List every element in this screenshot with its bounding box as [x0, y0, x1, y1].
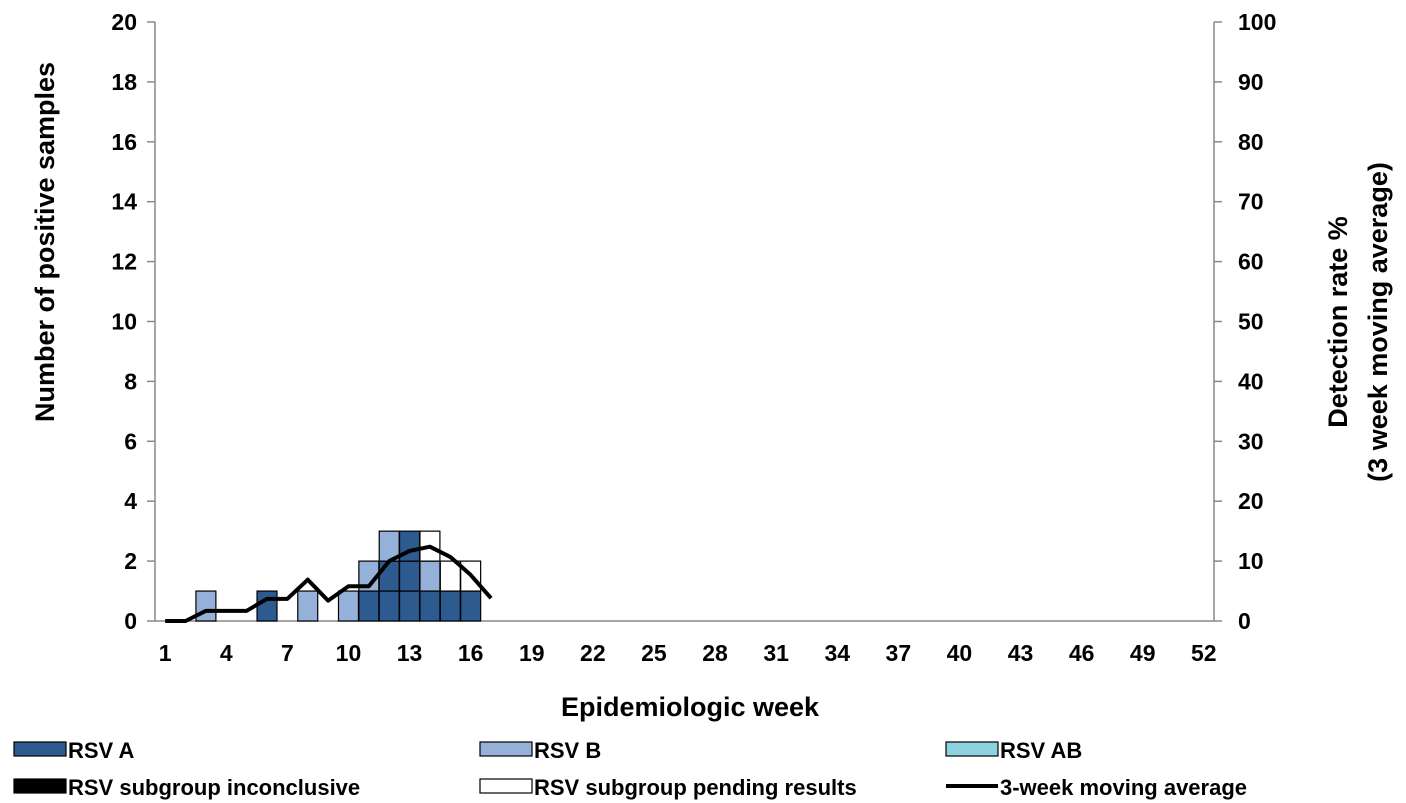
bar-segment [419, 560, 441, 592]
x-tick-label: 37 [886, 640, 912, 666]
x-tick-label: 34 [824, 640, 850, 666]
x-tick-label: 4 [220, 640, 233, 666]
y2-axis-label-line2: (3 week moving average) [1363, 162, 1393, 482]
legend-label: RSV subgroup pending results [534, 775, 857, 800]
bar-segment [297, 590, 319, 622]
bar-segment [358, 590, 380, 622]
y2-tick-label: 30 [1238, 428, 1264, 454]
bar-segment [256, 590, 278, 622]
y2-tick-label: 20 [1238, 488, 1264, 514]
y-tick-label: 6 [124, 428, 137, 454]
legend-item: RSV subgroup inconclusive [13, 775, 360, 800]
x-tick-label: 7 [281, 640, 294, 666]
y2-tick-label: 100 [1238, 9, 1276, 35]
bar-segment [337, 590, 360, 622]
y-tick-label: 16 [111, 129, 137, 155]
y-tick-label: 8 [124, 368, 137, 394]
legend-swatch [945, 741, 999, 757]
x-tick-label: 13 [397, 640, 423, 666]
x-tick-label: 10 [336, 640, 362, 666]
x-tick-label: 46 [1069, 640, 1095, 666]
legend: RSV A RSV B RSV AB RSV subgroup inconclusiv… [13, 738, 1247, 800]
legend-label: RSV B [534, 738, 601, 763]
y-tick-label: 10 [111, 309, 137, 335]
y2-axis-label-line1: Detection rate % [1323, 216, 1353, 428]
y-tick-label: 0 [124, 608, 137, 634]
y-tick-label: 4 [124, 488, 137, 514]
legend-item: 3-week moving average [946, 775, 1247, 800]
x-tick-label: 40 [947, 640, 973, 666]
x-tick-label: 25 [641, 640, 667, 666]
legend-label: 3-week moving average [1000, 775, 1247, 800]
legend-swatch [13, 778, 67, 794]
y2-tick-label: 50 [1238, 309, 1264, 335]
y-tick-label: 14 [111, 189, 137, 215]
x-tick-label: 28 [702, 640, 728, 666]
y2-tick-label: 40 [1238, 368, 1264, 394]
legend-swatch [13, 741, 67, 757]
bar-segment [398, 590, 421, 622]
legend-swatch [479, 741, 533, 757]
x-tick-label: 16 [458, 640, 484, 666]
axes [147, 21, 1222, 622]
x-tick-label: 52 [1191, 640, 1217, 666]
x-tick-label: 19 [519, 640, 545, 666]
legend-label: RSV subgroup inconclusive [68, 775, 360, 800]
bar-segment [439, 590, 461, 622]
y-axis-label: Number of positive samples [30, 62, 60, 422]
y-tick-label: 12 [111, 249, 137, 275]
y-tick-label: 20 [111, 9, 137, 35]
x-tick-label: 43 [1008, 640, 1034, 666]
y2-tick-label: 70 [1238, 189, 1264, 215]
y2-tick-label: 10 [1238, 548, 1264, 574]
legend-item: RSV subgroup pending results [479, 775, 857, 800]
tick-labels: 0246810121416182001020304050607080901001… [111, 9, 1276, 666]
y2-tick-label: 90 [1238, 69, 1264, 95]
legend-item: RSV AB [945, 738, 1082, 763]
y2-tick-label: 80 [1238, 129, 1264, 155]
y-tick-label: 18 [111, 69, 137, 95]
y-tick-label: 2 [124, 548, 137, 574]
legend-swatch [479, 778, 533, 794]
bar-segment [460, 590, 482, 622]
bar-segment [419, 590, 441, 622]
legend-label: RSV AB [1000, 738, 1082, 763]
moving-average-line [165, 544, 493, 623]
x-tick-label: 49 [1130, 640, 1156, 666]
y2-tick-label: 60 [1238, 249, 1264, 275]
x-tick-label: 31 [763, 640, 789, 666]
y2-tick-label: 0 [1238, 608, 1251, 634]
bar-segment [378, 560, 400, 592]
x-axis-label: Epidemiologic week [561, 692, 820, 722]
legend-item: RSV A [13, 738, 135, 763]
moving-average-layer [165, 544, 493, 623]
bar-segment [398, 560, 421, 592]
legend-item: RSV B [479, 738, 601, 763]
bar-segment [378, 590, 400, 622]
bars-group [195, 530, 482, 622]
x-tick-label: 22 [580, 640, 606, 666]
x-tick-label: 1 [159, 640, 172, 666]
legend-label: RSV A [68, 738, 135, 763]
